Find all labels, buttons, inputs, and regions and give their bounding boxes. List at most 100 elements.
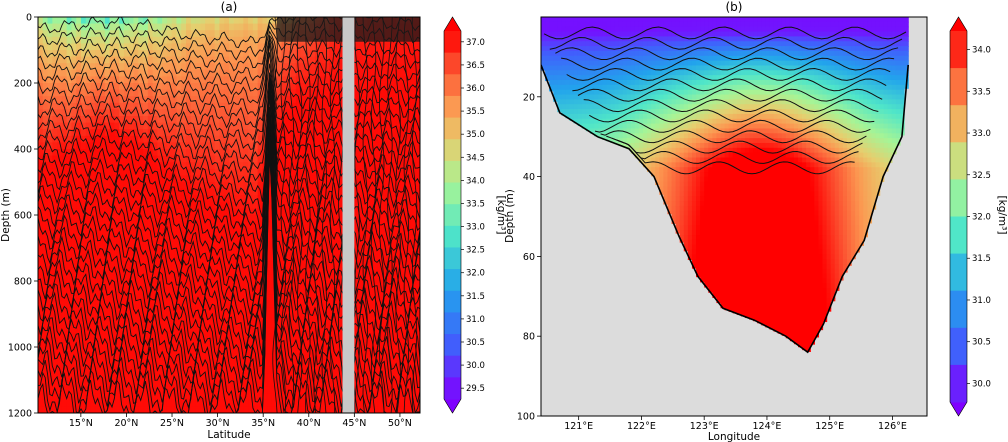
heat-cell (291, 109, 297, 117)
heat-cell (47, 175, 53, 183)
heat-cell (353, 241, 359, 249)
heat-cell (281, 69, 287, 77)
heat-cell (181, 380, 187, 388)
heat-cell (257, 50, 264, 58)
heat-cell (100, 23, 106, 31)
heat-cell (362, 373, 369, 381)
heat-cell (128, 149, 135, 157)
heat-cell (76, 320, 82, 328)
heat-cell (295, 102, 302, 110)
heat-cell (38, 314, 44, 322)
heat-cell (400, 215, 407, 223)
heat-cell (85, 208, 92, 216)
heat-cell (314, 281, 321, 289)
heat-cell (400, 406, 407, 413)
heat-cell (319, 393, 326, 401)
heat-cell (209, 168, 216, 176)
heat-cell (47, 274, 53, 282)
heat-cell (90, 353, 96, 361)
colorbar-extend-min (444, 399, 461, 413)
heat-cell (415, 122, 420, 130)
heat-cell (171, 89, 178, 97)
heat-cell (162, 274, 168, 282)
heat-cell (71, 69, 77, 77)
heat-cell (209, 23, 216, 31)
heat-cell (61, 129, 68, 137)
heat-cell (85, 149, 92, 157)
heat-cell (61, 208, 68, 216)
heat-cell (410, 314, 416, 322)
heat-cell (338, 116, 345, 124)
contour-line (38, 150, 420, 395)
heat-cell (372, 373, 378, 381)
heat-cell (181, 162, 187, 170)
heat-cell (61, 347, 68, 355)
heat-cell (71, 406, 77, 413)
heat-cell (104, 254, 111, 262)
heat-cell (85, 17, 92, 25)
heat-cell (109, 248, 115, 256)
heat-cell (47, 122, 53, 130)
heat-cell (143, 188, 149, 196)
heat-cell (200, 83, 206, 91)
heat-cell (133, 149, 139, 157)
heat-cell (353, 43, 359, 51)
heat-cell (224, 43, 230, 51)
heat-cell (386, 188, 392, 196)
heat-cell (162, 116, 168, 124)
heat-cell (71, 399, 77, 407)
heat-cell (71, 50, 77, 58)
contour-line (403, 17, 410, 413)
heat-cell (405, 83, 412, 91)
heat-cell (405, 320, 412, 328)
heat-cell (171, 406, 178, 413)
heat-cell (541, 21, 546, 28)
heat-cell (276, 188, 283, 196)
heat-cell (233, 155, 240, 163)
heat-cell (100, 43, 106, 51)
heat-cell (357, 56, 364, 64)
heat-cell (329, 373, 335, 381)
heat-cell (229, 195, 235, 203)
heat-cell (152, 23, 158, 31)
heat-cell (334, 182, 340, 190)
heat-cell (104, 300, 111, 308)
heat-cell (324, 307, 330, 315)
heat-cell (262, 23, 268, 31)
heat-cell (109, 333, 115, 341)
heat-cell (405, 267, 412, 275)
heat-cell (90, 168, 96, 176)
heat-cell (152, 129, 158, 137)
heat-cell (47, 373, 53, 381)
heat-cell (334, 135, 340, 143)
heat-cell (186, 399, 192, 407)
heat-cell (305, 254, 311, 262)
heat-cell (238, 373, 244, 381)
heat-cell (381, 267, 388, 275)
heat-cell (271, 340, 278, 348)
heat-cell (90, 366, 96, 374)
heat-cell (42, 320, 49, 328)
heat-cell (334, 307, 340, 315)
heat-cell (109, 175, 115, 183)
heat-cell (248, 122, 254, 130)
heat-cell (143, 109, 149, 117)
heat-cell (100, 129, 106, 137)
heat-cell (314, 347, 321, 355)
heat-cell (233, 50, 240, 58)
heat-cell (405, 287, 412, 295)
heat-cell (114, 162, 120, 170)
heat-cell (291, 406, 297, 413)
heat-cell (61, 248, 68, 256)
heat-cell (38, 228, 44, 236)
heat-cell (271, 360, 278, 368)
heat-cell (114, 188, 120, 196)
heat-cell (396, 340, 402, 348)
heat-cell (157, 135, 163, 143)
heat-cell (396, 294, 402, 302)
heat-cell (209, 76, 216, 84)
heat-cell (147, 135, 154, 143)
heat-cell (61, 215, 68, 223)
heat-cell (162, 155, 168, 163)
heat-cell (100, 228, 106, 236)
